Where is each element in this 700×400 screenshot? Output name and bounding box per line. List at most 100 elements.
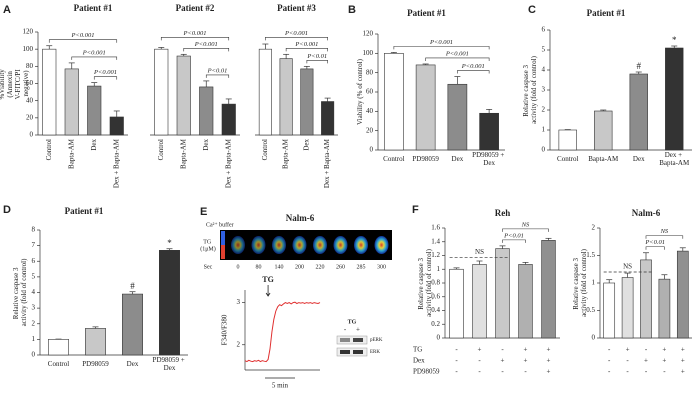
x-tick-label: Dex + Bapta-AM xyxy=(323,138,331,188)
y-tick-label: 2 xyxy=(237,340,241,348)
chart-title: Patient #1 xyxy=(407,8,446,18)
band xyxy=(353,350,363,354)
y-tick-label: 60 xyxy=(366,88,374,96)
significance-label: NS xyxy=(521,221,530,228)
bar xyxy=(629,73,648,151)
significance-bracket xyxy=(285,48,328,52)
band xyxy=(353,338,363,342)
y-tick-label: 1.4 xyxy=(431,237,440,245)
y-tick-label: 0.6 xyxy=(431,292,440,300)
y-tick-label: 6 xyxy=(542,26,546,34)
condition-sign: + xyxy=(547,346,551,354)
bar xyxy=(64,68,79,136)
condition-sign: + xyxy=(524,346,528,354)
x-tick-label: Dex xyxy=(452,155,464,163)
cell-image xyxy=(292,236,307,254)
y-axis-label: Relative caspase 3 activity (fold of con… xyxy=(12,258,28,327)
x-tick-label: Control xyxy=(557,155,578,163)
condition-sign: + xyxy=(681,357,685,365)
bar xyxy=(87,85,102,136)
blot-frame xyxy=(336,347,368,357)
bar xyxy=(154,48,169,136)
y-tick-label: 0 xyxy=(370,146,374,154)
bar xyxy=(479,112,499,151)
bar xyxy=(558,129,577,151)
significance-label: P<0.001 xyxy=(284,30,308,37)
condition-sign: + xyxy=(478,346,482,354)
color-scale xyxy=(221,245,225,259)
bar xyxy=(676,250,689,339)
significance-label: P<0.01 xyxy=(207,67,228,74)
x-tick-label: Dex + Bapta-AM xyxy=(659,151,690,167)
significance-bracket xyxy=(425,57,490,61)
bar xyxy=(109,116,124,136)
condition-sign: + xyxy=(547,368,551,376)
condition-sign: - xyxy=(478,357,481,365)
y-tick-label: 7 xyxy=(32,241,36,249)
x-tick-label: Control xyxy=(45,139,53,160)
line-series xyxy=(244,301,321,363)
condition-sign: + xyxy=(662,346,666,354)
y-tick-label: 120 xyxy=(23,28,34,36)
significance-bracket xyxy=(48,39,118,43)
x-tick-label: Control xyxy=(383,155,404,163)
y-tick-label: 20 xyxy=(26,113,34,121)
panel-label: B xyxy=(348,4,356,16)
significance-label: P<0.01 xyxy=(503,232,524,239)
chart-title: Patient #2 xyxy=(176,3,215,13)
y-tick-label: 0 xyxy=(30,131,34,139)
bar xyxy=(258,48,272,136)
blot-lane: + xyxy=(356,326,360,334)
chart-title: Patient #1 xyxy=(74,3,113,13)
x-tick-label: Dex xyxy=(90,139,98,151)
y-tick-label: 6 xyxy=(32,257,36,265)
y-tick-label: 2 xyxy=(542,106,546,114)
y-axis-label: Relative caspase 3 activity (fold of con… xyxy=(417,248,433,317)
condition-sign: - xyxy=(501,368,504,376)
blot-frame xyxy=(336,335,368,345)
condition-sign: + xyxy=(547,357,551,365)
y-tick-label: 100 xyxy=(363,49,374,57)
x-tick-label: PD98059 xyxy=(82,360,109,368)
bar xyxy=(300,68,314,136)
significance-label: P<0.01 xyxy=(644,239,665,246)
y-tick-label: 0 xyxy=(592,334,596,342)
x-tick-label: Control xyxy=(157,139,165,160)
condition-sign: - xyxy=(455,357,458,365)
condition-sign: + xyxy=(524,357,528,365)
significance-bracket xyxy=(645,235,684,239)
x-tick-label: Dex xyxy=(127,360,139,368)
color-scale xyxy=(221,231,225,245)
condition-sign: - xyxy=(663,368,666,376)
y-tick-label: 3 xyxy=(542,86,546,94)
bar xyxy=(594,110,613,151)
significance-label: P<0.01 xyxy=(306,53,327,60)
bar xyxy=(665,47,684,151)
bar-label: # xyxy=(637,61,642,71)
y-tick-label: 2 xyxy=(592,224,596,232)
western-blot xyxy=(336,335,368,357)
y-tick-label: 1 xyxy=(542,126,546,134)
condition-sign: - xyxy=(524,368,527,376)
cell-image xyxy=(374,236,389,254)
time-value: 300 xyxy=(377,264,386,270)
bar xyxy=(472,264,487,339)
y-tick-label: 3 xyxy=(32,304,36,312)
y-tick-label: 0.2 xyxy=(431,320,440,328)
y-tick-label: 2 xyxy=(32,319,36,327)
chart-title: Nalm-6 xyxy=(286,213,315,223)
condition-sign: + xyxy=(681,368,685,376)
bar xyxy=(199,86,214,136)
x-tick-label: Bapta-AM xyxy=(67,138,75,169)
chart-title: Patient #1 xyxy=(587,8,626,18)
x-tick-label: Dex + Bapta-AM xyxy=(112,138,120,188)
y-tick-label: 100 xyxy=(23,45,34,53)
blot-band: pERK xyxy=(370,338,383,343)
bar xyxy=(42,48,57,136)
time-value: 200 xyxy=(295,264,304,270)
y-tick-label: 5 xyxy=(32,272,36,280)
bar-label: # xyxy=(130,281,135,291)
bar xyxy=(384,53,404,151)
